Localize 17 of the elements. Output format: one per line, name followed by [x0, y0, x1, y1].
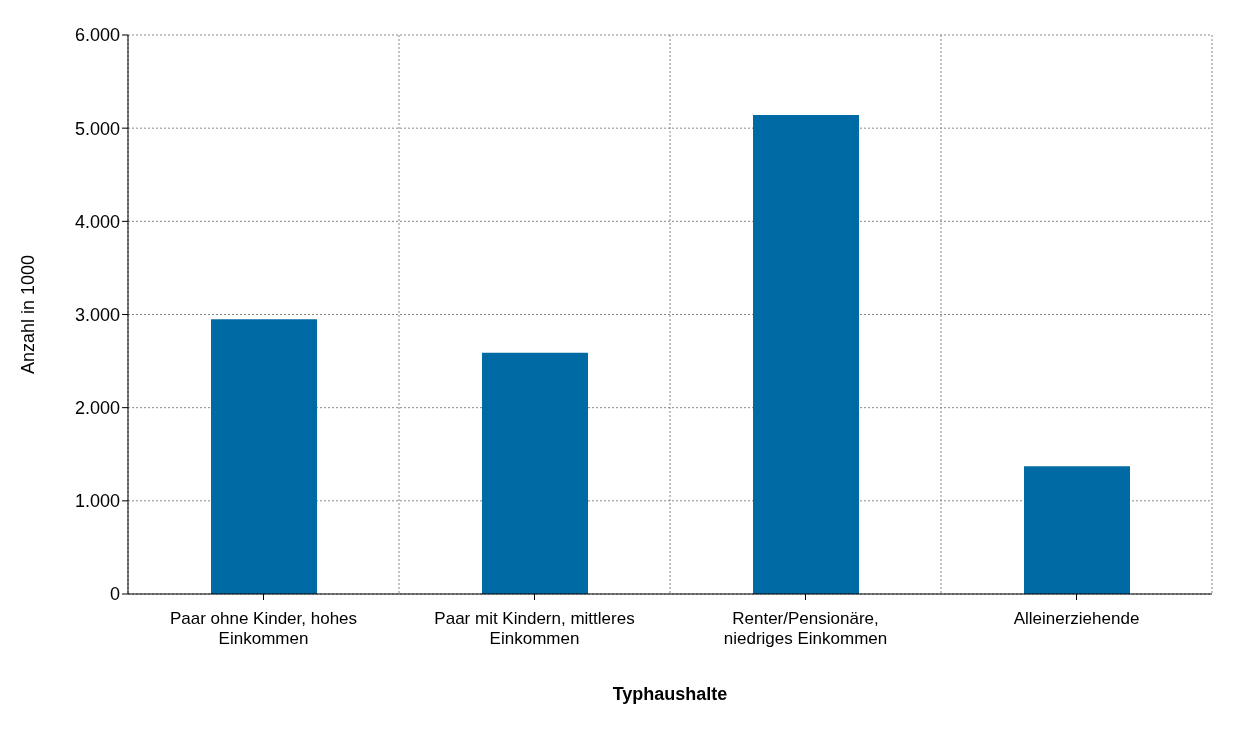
y-tick-label: 0	[109, 584, 120, 605]
bar	[1024, 466, 1130, 594]
y-axis-title: Anzahl in 1000	[18, 254, 39, 375]
x-tick-label: Alleinerziehende	[1013, 608, 1140, 628]
y-tick-label: 3.000	[74, 304, 120, 325]
bar	[211, 319, 317, 594]
x-tick-label: Paar ohne Kinder, hohes Einkommen	[169, 608, 358, 648]
x-axis-title: Typhaushalte	[612, 684, 728, 704]
bar	[753, 115, 859, 594]
y-tick-label: 2.000	[74, 398, 120, 419]
y-tick-label: 5.000	[74, 118, 120, 139]
y-tick-label: 4.000	[74, 211, 120, 232]
y-tick-label: 6.000	[74, 25, 120, 46]
x-tick-label: Paar mit Kindern, mittleres Einkommen	[434, 608, 635, 648]
x-tick-label: Renter/Pensionäre, niedriges Einkommen	[723, 608, 888, 648]
bar	[482, 352, 588, 594]
y-tick-label: 1.000	[74, 491, 120, 512]
